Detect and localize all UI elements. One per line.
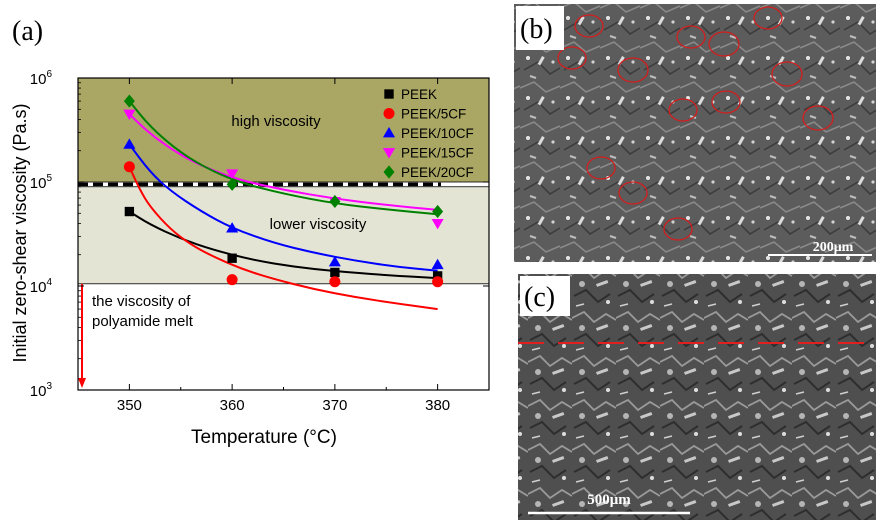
data-point-peek (124, 206, 135, 217)
sem-micrograph-b (514, 4, 876, 262)
legend-label-peek: PEEK (401, 87, 437, 102)
x-tick-label: 350 (117, 397, 142, 414)
legend-marker-peek-10cf (382, 126, 396, 138)
viscosity-chart: high viscosity lower viscosity the viscosi… (30, 69, 490, 414)
data-point-peek-20cf (226, 177, 238, 191)
legend: PEEK PEEK/5CF PEEK/10CF PEEK/15CF PEEK/20CF (382, 87, 474, 180)
region-lower (77, 186, 490, 285)
void-circles (557, 6, 834, 241)
sem-image-c: (c) 500μm (518, 274, 876, 520)
y-axis-label: Initial zero-shear viscosity (Pa.s) (10, 103, 30, 362)
data-point-peek-15cf (226, 169, 239, 180)
panel-label-c: (c) (524, 282, 555, 313)
legend-marker-peek-5cf (383, 108, 395, 119)
data-point-peek-15cf (431, 218, 444, 230)
legend-marker-peek-15cf (382, 148, 396, 159)
data-point-peek-10cf (123, 138, 136, 149)
x-tick-label: 360 (220, 397, 245, 414)
y-tick-label: 103 (30, 381, 53, 400)
y-tick-label: 104 (30, 277, 53, 296)
data-point-peek (227, 253, 237, 263)
data-point-peek (432, 271, 443, 281)
data-point-peek-10cf (328, 255, 341, 267)
x-tick-label: 370 (322, 397, 347, 414)
data-point-peek-20cf (123, 94, 135, 108)
fit-curves (128, 100, 438, 311)
legend-label-peek-15cf: PEEK/15CF (401, 146, 474, 161)
axes: 350 360 370 380 103 104 105 106 (30, 69, 490, 414)
annotation-text-line: polyamide melt (92, 313, 194, 330)
legend-label-peek-10cf: PEEK/10CF (401, 126, 474, 141)
data-points (123, 94, 444, 288)
panel-label-b: (b) (520, 14, 553, 45)
fit-curve-peek-15cf (128, 113, 438, 211)
legend-label-peek-5cf: PEEK/5CF (401, 107, 466, 122)
data-point-peek-10cf (431, 258, 444, 270)
x-axis-label: Temperature (°C) (191, 427, 337, 448)
scale-bar-label-c: 500μm (587, 492, 631, 508)
annotation-arrowhead (78, 378, 86, 388)
x-tick-label: 380 (425, 397, 450, 414)
region-label-lower: lower viscosity (270, 216, 367, 233)
data-point-peek (330, 267, 340, 278)
data-point-peek-5cf (123, 161, 135, 173)
data-point-peek-20cf (329, 194, 341, 209)
sem-micrograph-c (518, 274, 876, 520)
scale-bar-label-b: 200μm (813, 240, 854, 255)
data-point-peek-20cf (432, 204, 444, 219)
fit-curve-peek (128, 210, 438, 280)
region-label-high: high viscosity (231, 113, 321, 130)
sem-image-b: (b) 200μm (514, 4, 876, 262)
y-tick-label: 106 (30, 69, 53, 88)
data-point-peek-5cf (226, 274, 238, 286)
y-tick-label: 105 (30, 173, 53, 192)
fit-curve-peek-10cf (128, 143, 438, 272)
data-point-peek-15cf (123, 109, 136, 121)
legend-label-peek-20cf: PEEK/20CF (401, 165, 474, 180)
fit-curve-peek-5cf (128, 166, 438, 311)
data-point-peek-10cf (226, 222, 239, 233)
panel-label-a: (a) (12, 16, 43, 47)
annotation-text-line: the viscosity of (92, 293, 191, 310)
fit-curve-peek-20cf (128, 100, 438, 216)
legend-marker-peek-20cf (383, 165, 395, 179)
data-point-peek-5cf (329, 276, 341, 288)
legend-marker-peek (384, 89, 394, 99)
data-point-peek-5cf (432, 276, 444, 288)
